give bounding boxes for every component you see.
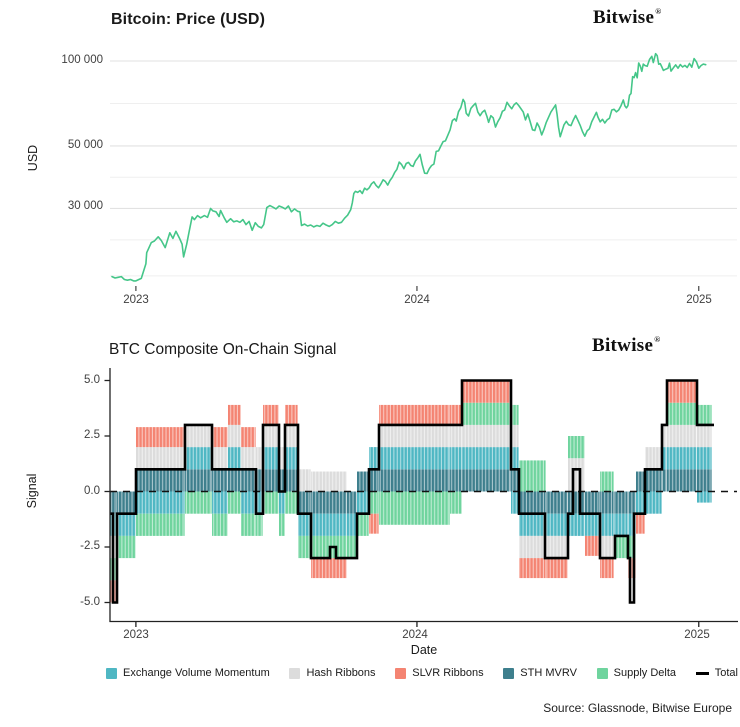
- legend-item-slvr-ribbons: SLVR Ribbons: [395, 667, 484, 679]
- signal-chart-title: BTC Composite On-Chain Signal: [109, 341, 337, 358]
- legend-label: SLVR Ribbons: [412, 667, 484, 679]
- signal-xtick-2023: 2023: [123, 629, 149, 641]
- legend-label: Supply Delta: [613, 667, 677, 679]
- signal-ytick-m5: -5.0: [80, 596, 100, 608]
- exchange-volume-momentum-swatch-icon: [106, 667, 117, 679]
- signal-yaxis-title: Signal: [25, 473, 39, 509]
- price-ytick-30000: 30 000: [67, 200, 103, 212]
- signal-ytick-5: 5.0: [84, 374, 100, 386]
- price-xtick-2023: 2023: [123, 294, 149, 306]
- price-xtick-2025: 2025: [686, 294, 712, 306]
- legend-item-exchange-volume-momentum: Exchange Volume Momentum: [106, 667, 270, 679]
- bitwise-logo-top: Bitwise®: [593, 7, 662, 29]
- legend-item-supply-delta: Supply Delta: [596, 667, 677, 679]
- signal-ytick-m2-5: -2.5: [80, 540, 100, 552]
- sth-mvrv-swatch-icon: [503, 667, 515, 679]
- total-line-swatch-icon: [695, 671, 709, 675]
- legend-item-sth-mvrv: STH MVRV: [503, 667, 577, 679]
- bitwise-logo-text: Bitwise: [593, 7, 655, 28]
- legend: Exchange Volume Momentum Hash Ribbons SL…: [106, 667, 738, 679]
- legend-label: Total: [714, 667, 738, 679]
- registered-mark-icon: ®: [654, 335, 661, 344]
- price-yaxis-title: USD: [26, 144, 40, 172]
- supply-delta-swatch-icon: [596, 667, 608, 679]
- price-ytick-50000: 50 000: [67, 139, 103, 151]
- bitwise-logo-text: Bitwise: [592, 335, 654, 356]
- legend-label: STH MVRV: [520, 667, 577, 679]
- hash-ribbons-swatch-icon: [289, 667, 301, 679]
- legend-item-hash-ribbons: Hash Ribbons: [289, 667, 376, 679]
- price-xtick-2024: 2024: [404, 294, 430, 306]
- signal-xtick-2025: 2025: [684, 629, 710, 641]
- signal-xtick-2024: 2024: [402, 629, 428, 641]
- price-ytick-100000: 100 000: [61, 54, 103, 66]
- signal-xaxis-title: Date: [410, 643, 438, 657]
- registered-mark-icon: ®: [655, 7, 662, 16]
- legend-label: Hash Ribbons: [306, 667, 376, 679]
- slvr-ribbons-swatch-icon: [395, 667, 407, 679]
- legend-item-total: Total: [695, 667, 738, 679]
- price-chart-title: Bitcoin: Price (USD): [111, 11, 266, 28]
- source-note: Source: Glassnode, Bitwise Europe: [543, 701, 732, 715]
- legend-label: Exchange Volume Momentum: [123, 667, 270, 679]
- bitwise-logo-bottom: Bitwise®: [592, 335, 661, 357]
- signal-ytick-2-5: 2.5: [84, 429, 100, 441]
- signal-ytick-0: 0.0: [84, 485, 100, 497]
